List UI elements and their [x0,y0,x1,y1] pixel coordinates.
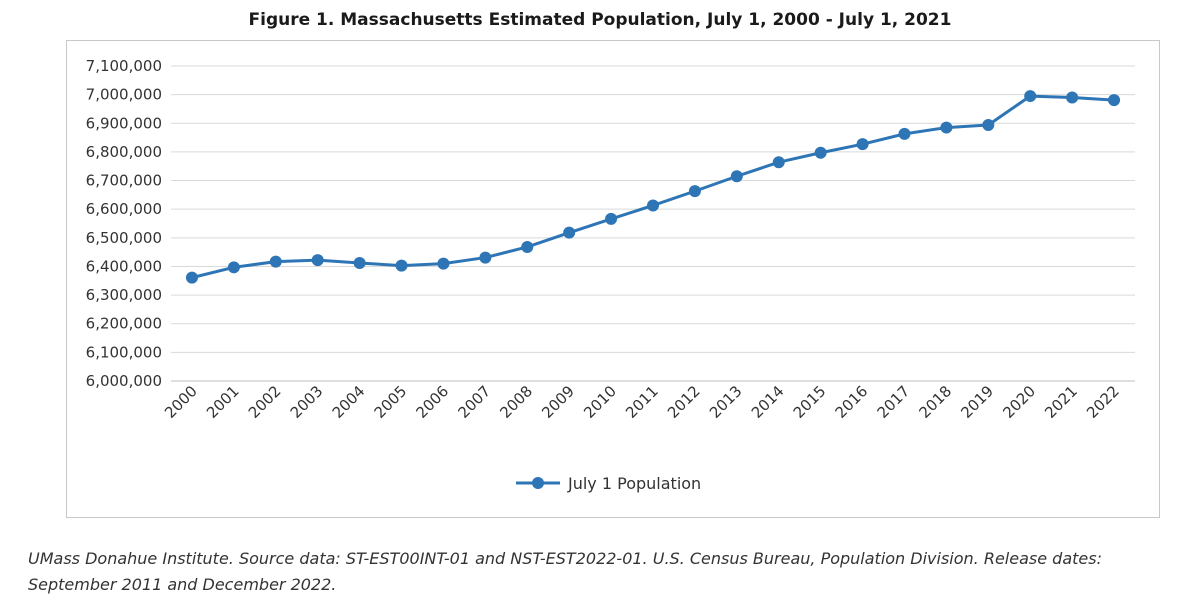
x-tick-label: 2010 [580,382,620,422]
x-tick-label: 2011 [622,382,662,422]
x-axis-tick-labels: 2000 2001 2002 2003 2004 2005 2006 2007 2008 2009… [161,382,1123,422]
x-tick-label: 2000 [161,382,201,422]
source-caption: UMass Donahue Institute. Source data: ST… [28,549,1102,594]
x-tick-label: 2012 [664,382,704,422]
x-tick-label: 2020 [999,382,1039,422]
data-point-2021 [1066,91,1079,104]
y-tick-label: 6,500,000 [86,229,162,247]
x-tick-label: 2013 [706,382,746,422]
data-point-2020 [1024,90,1037,103]
series-july-1-population [185,90,1121,284]
data-point-2019 [982,118,995,131]
x-tick-label: 2015 [790,382,830,422]
x-tick-label: 2009 [538,382,578,422]
y-tick-label: 6,400,000 [86,257,162,275]
data-point-2002 [269,255,282,268]
data-point-2010 [605,212,618,225]
y-tick-label: 6,800,000 [86,143,162,161]
x-tick-label: 2021 [1041,382,1081,422]
data-point-2000 [185,271,198,284]
x-tick-label: 2007 [454,382,494,422]
data-point-2009 [563,226,576,239]
x-tick-label: 2006 [413,382,453,422]
data-point-2008 [521,240,534,253]
y-tick-label: 7,000,000 [86,86,162,104]
data-point-2011 [647,199,659,212]
y-tick-label: 6,200,000 [86,315,162,333]
x-tick-label: 2004 [329,382,369,422]
y-tick-label: 6,100,000 [86,343,162,361]
data-point-2012 [688,185,701,198]
data-point-2022 [1108,94,1121,107]
chart-title: Figure 1. Massachusetts Estimated Popula… [248,10,952,30]
data-point-2001 [227,261,240,274]
y-tick-label: 6,900,000 [86,114,162,132]
y-tick-label: 6,000,000 [86,372,162,390]
x-tick-label: 2003 [287,382,327,422]
data-point-2006 [437,257,450,270]
data-point-2015 [814,146,827,159]
x-tick-label: 2018 [915,382,955,422]
legend-label: July 1 Population [567,474,701,493]
x-tick-label: 2022 [1083,382,1123,422]
x-tick-label: 2019 [957,382,997,422]
legend: July 1 Population [516,474,701,493]
x-tick-label: 2016 [832,382,872,422]
data-point-2013 [730,170,743,183]
legend-marker-swatch [532,477,544,489]
data-point-2017 [898,127,911,140]
y-tick-label: 7,100,000 [86,57,162,75]
data-point-2016 [856,138,869,151]
gridlines [171,65,1135,382]
x-tick-label: 2014 [748,382,788,422]
chart-frame [66,40,1160,518]
y-tick-label: 6,700,000 [86,172,162,190]
x-tick-label: 2002 [245,382,285,422]
data-point-2018 [940,121,953,134]
y-axis-tick-labels: 6,000,000 6,100,000 6,200,000 6,300,000 6,40… [86,57,162,390]
x-tick-label: 2005 [371,382,411,422]
x-tick-label: 2001 [203,382,243,422]
data-point-2005 [395,259,408,272]
data-point-2007 [479,251,492,264]
data-point-2014 [772,156,785,169]
x-tick-label: 2017 [874,382,914,422]
data-point-2003 [311,254,324,267]
y-tick-label: 6,600,000 [86,200,162,218]
data-point-2004 [353,257,366,270]
y-tick-label: 6,300,000 [86,286,162,304]
x-tick-label: 2008 [496,382,536,422]
